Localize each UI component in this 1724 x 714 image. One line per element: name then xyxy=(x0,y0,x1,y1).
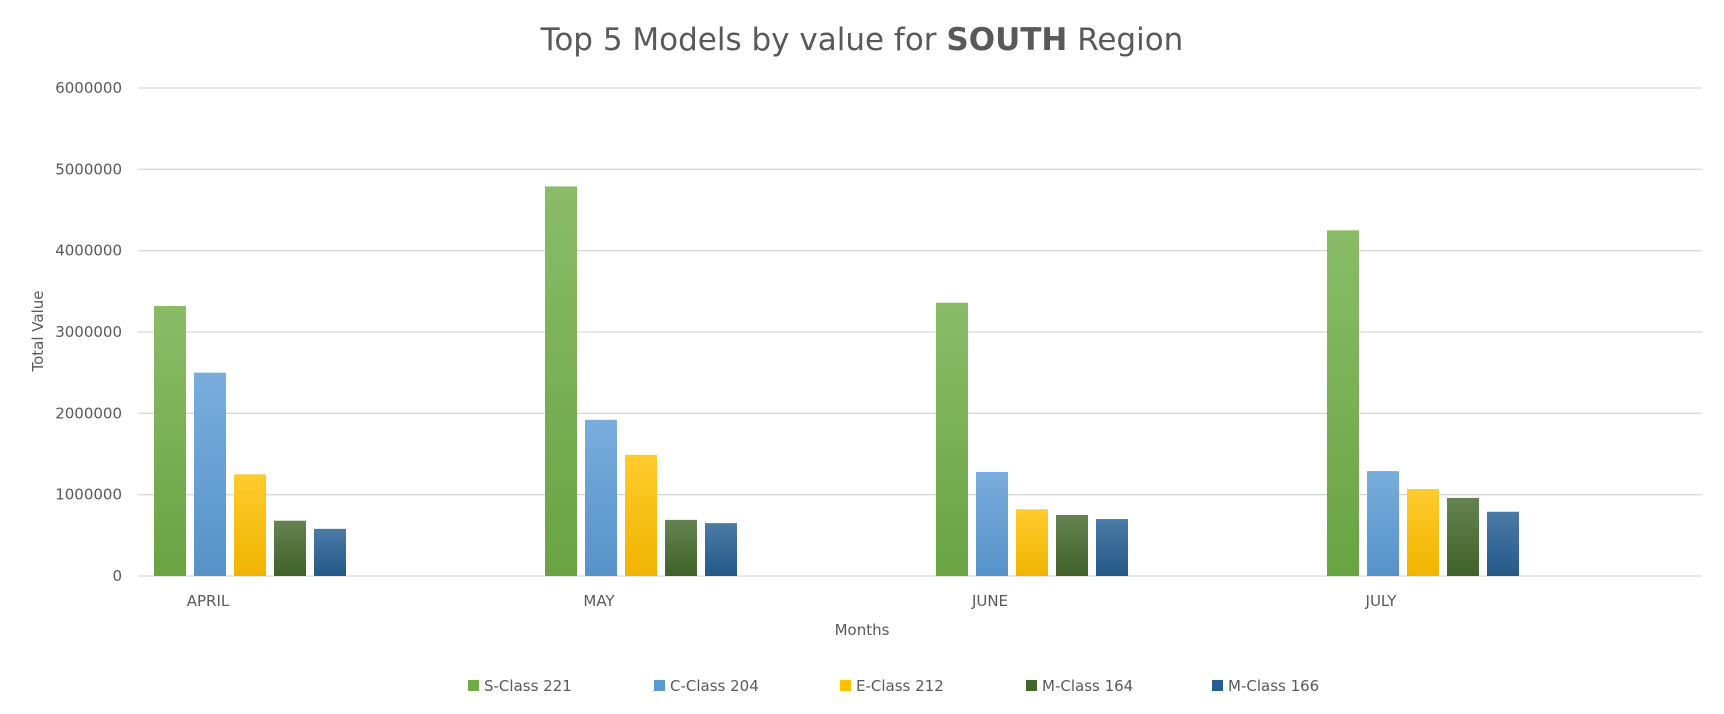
legend-label: M-Class 166 xyxy=(1228,677,1319,695)
chart-title-region: SOUTH xyxy=(946,22,1067,58)
bar-july-m-class-164 xyxy=(1447,497,1479,576)
legend-swatch xyxy=(1026,680,1037,691)
legend-item-s-class-221: S-Class 221 xyxy=(468,677,572,695)
legend-swatch xyxy=(1212,680,1223,691)
bar-june-m-class-166 xyxy=(1096,519,1128,576)
bar-april-m-class-166 xyxy=(314,528,346,576)
legend: S-Class 221 C-Class 204 E-Class 212 M-Class… xyxy=(468,677,1319,695)
bar-july-s-class-221 xyxy=(1327,230,1359,577)
y-tick-label: 4000000 xyxy=(55,242,122,260)
bar-july-m-class-166 xyxy=(1487,511,1519,576)
legend-label: S-Class 221 xyxy=(484,677,572,695)
legend-item-c-class-204: C-Class 204 xyxy=(654,677,759,695)
legend-item-m-class-166: M-Class 166 xyxy=(1212,677,1319,695)
bars xyxy=(154,186,1519,577)
x-tick-label: MAY xyxy=(583,592,615,610)
y-tick-label: 2000000 xyxy=(55,404,122,422)
bar-may-s-class-221 xyxy=(545,186,577,576)
y-tick-label: 3000000 xyxy=(55,323,122,341)
legend-swatch xyxy=(468,680,479,691)
y-tick-label: 6000000 xyxy=(55,79,122,97)
bar-april-m-class-164 xyxy=(274,520,306,576)
legend-label: E-Class 212 xyxy=(856,677,944,695)
bar-june-m-class-164 xyxy=(1056,515,1088,576)
bar-april-s-class-221 xyxy=(154,305,186,576)
y-tick-label: 0 xyxy=(112,567,122,585)
chart-title-prefix: Top 5 Models by value for xyxy=(540,22,947,58)
x-axis-title: Months xyxy=(835,621,890,639)
bar-june-s-class-221 xyxy=(936,302,968,576)
legend-item-m-class-164: M-Class 164 xyxy=(1026,677,1133,695)
bar-june-e-class-212 xyxy=(1016,509,1048,576)
bar-july-c-class-204 xyxy=(1367,471,1399,576)
y-axis-title: Total Value xyxy=(29,291,47,373)
bar-april-c-class-204 xyxy=(194,372,226,576)
chart-title: Top 5 Models by value for SOUTH Region xyxy=(540,22,1184,58)
legend-item-e-class-212: E-Class 212 xyxy=(840,677,944,695)
bar-may-m-class-166 xyxy=(705,523,737,576)
chart-title-suffix: Region xyxy=(1067,22,1183,58)
gridlines xyxy=(138,87,1702,577)
x-tick-label: JULY xyxy=(1365,592,1398,610)
x-axis-ticks: APRIL MAY JUNE JULY xyxy=(187,592,1398,610)
bar-may-c-class-204 xyxy=(585,419,617,576)
legend-label: C-Class 204 xyxy=(670,677,759,695)
bar-july-e-class-212 xyxy=(1407,488,1439,576)
x-tick-label: JUNE xyxy=(971,592,1008,610)
y-tick-label: 1000000 xyxy=(55,486,122,504)
y-tick-label: 5000000 xyxy=(55,160,122,178)
legend-label: M-Class 164 xyxy=(1042,677,1133,695)
bar-june-c-class-204 xyxy=(976,471,1008,576)
bar-may-m-class-164 xyxy=(665,519,697,576)
legend-swatch xyxy=(654,680,665,691)
bar-may-e-class-212 xyxy=(625,454,657,576)
bar-april-e-class-212 xyxy=(234,474,266,576)
x-tick-label: APRIL xyxy=(187,592,230,610)
legend-swatch xyxy=(840,680,851,691)
y-axis-ticks: 0 1000000 2000000 3000000 4000000 5000000 6000… xyxy=(55,79,122,585)
